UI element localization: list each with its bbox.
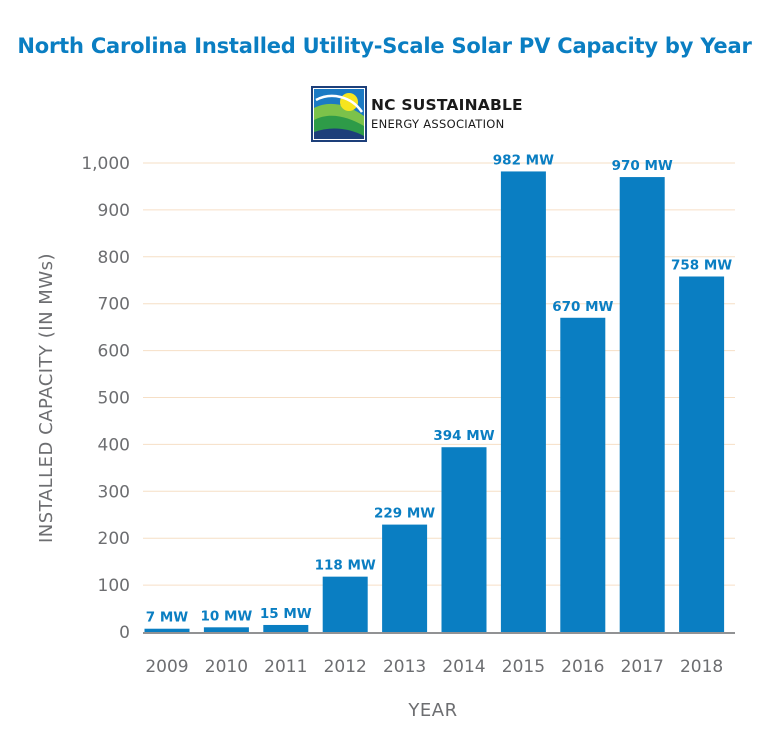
x-tick-label: 2010 xyxy=(205,657,248,677)
bar xyxy=(144,628,190,632)
data-label: 7 MW xyxy=(146,610,189,626)
x-tick-label: 2017 xyxy=(621,657,664,677)
y-tick-label: 100 xyxy=(98,576,130,596)
bar xyxy=(382,524,428,632)
bars xyxy=(144,171,725,632)
y-tick-label: 900 xyxy=(98,201,130,221)
logo: NC SUSTAINABLE ENERGY ASSOCIATION xyxy=(311,86,541,142)
data-labels: 7 MW 10 MW 15 MW 118 MW 229 MW 394 MW 982 MW 67… xyxy=(146,152,733,625)
logo-name-line2: ENERGY ASSOCIATION xyxy=(371,117,505,131)
x-axis-title: YEAR xyxy=(407,700,457,721)
x-tick-label: 2014 xyxy=(442,657,485,677)
data-label: 670 MW xyxy=(552,299,613,315)
x-tick-label: 2015 xyxy=(502,657,545,677)
bar xyxy=(500,171,546,632)
data-label: 758 MW xyxy=(671,257,732,273)
bar xyxy=(441,447,487,632)
data-label: 10 MW xyxy=(200,608,252,624)
data-label: 982 MW xyxy=(493,152,554,168)
y-tick-label: 500 xyxy=(98,389,130,409)
x-tick-label: 2012 xyxy=(324,657,367,677)
y-tick-label: 0 xyxy=(119,623,130,643)
x-axis-ticks: 2009 2010 2011 2012 2013 2014 2015 2016 2017 2018 xyxy=(145,657,723,677)
y-tick-label: 300 xyxy=(98,482,130,502)
x-tick-label: 2018 xyxy=(680,657,723,677)
y-axis-title: INSTALLED CAPACITY (IN MWs) xyxy=(36,253,57,543)
data-label: 15 MW xyxy=(260,606,312,622)
y-tick-label: 600 xyxy=(98,342,130,362)
x-tick-label: 2009 xyxy=(145,657,188,677)
logo-name-line1: NC SUSTAINABLE xyxy=(371,96,523,114)
y-tick-label: 700 xyxy=(98,295,130,315)
y-tick-label: 200 xyxy=(98,529,130,549)
data-label: 118 MW xyxy=(315,558,376,574)
bar xyxy=(619,177,665,632)
bar xyxy=(203,627,249,632)
x-tick-label: 2011 xyxy=(264,657,307,677)
data-label: 229 MW xyxy=(374,506,435,522)
chart-title: North Carolina Installed Utility-Scale S… xyxy=(17,34,752,58)
bar xyxy=(263,624,309,632)
y-axis-ticks: 0 100 200 300 400 500 600 700 800 900 1,000 xyxy=(81,154,130,643)
data-label: 970 MW xyxy=(612,158,673,174)
data-label: 394 MW xyxy=(433,428,494,444)
bar xyxy=(560,317,606,632)
bar xyxy=(322,576,368,632)
y-tick-label: 1,000 xyxy=(81,154,130,174)
x-tick-label: 2013 xyxy=(383,657,426,677)
bar xyxy=(679,276,725,632)
y-tick-label: 400 xyxy=(98,435,130,455)
y-tick-label: 800 xyxy=(98,248,130,268)
nc-sea-logo-mark-icon xyxy=(311,86,367,142)
x-tick-label: 2016 xyxy=(561,657,604,677)
